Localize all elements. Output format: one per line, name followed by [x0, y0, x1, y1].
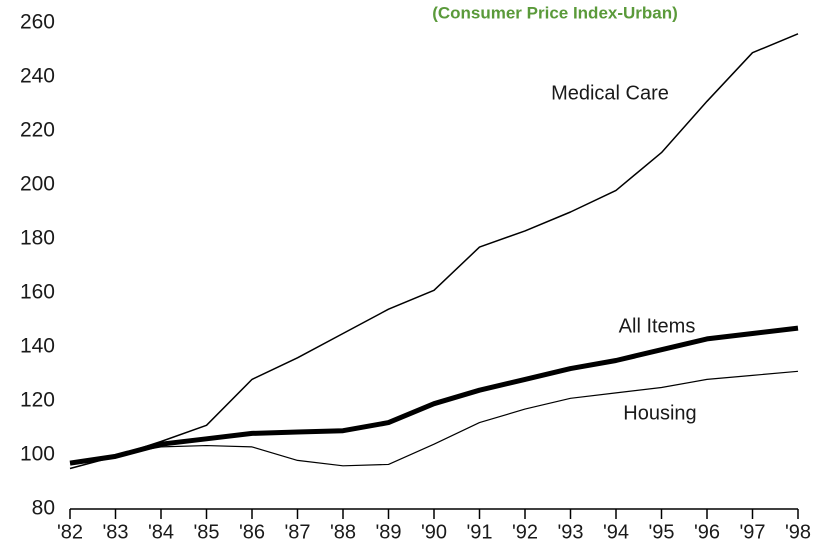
y-tick-label: 120 — [20, 389, 55, 412]
x-tick-label: '91 — [466, 521, 492, 543]
series-label: Medical Care — [551, 82, 669, 104]
series-label: Housing — [623, 402, 696, 424]
x-tick-label: '90 — [421, 521, 447, 543]
x-tick-label: '87 — [284, 521, 310, 543]
x-tick-label: '89 — [375, 521, 401, 543]
y-tick-label: 80 — [32, 497, 55, 520]
x-tick-label: '85 — [193, 521, 219, 543]
series-line — [69, 370, 799, 467]
x-tick-label: '94 — [603, 521, 629, 543]
y-tick-label: 260 — [20, 11, 55, 34]
series-line — [69, 33, 799, 470]
series-label: All Items — [619, 315, 696, 337]
y-tick-label: 140 — [20, 335, 55, 358]
y-tick-label: 240 — [20, 65, 55, 88]
x-tick-label: '83 — [102, 521, 128, 543]
x-tick-label: '93 — [557, 521, 583, 543]
chart-subtitle: (Consumer Price Index-Urban) — [432, 3, 678, 22]
x-tick-label: '88 — [330, 521, 356, 543]
x-tick-label: '96 — [694, 521, 720, 543]
x-tick-label: '82 — [57, 521, 83, 543]
x-tick-label: '92 — [512, 521, 538, 543]
y-tick-label: 160 — [20, 281, 55, 304]
y-tick-label: 100 — [20, 443, 55, 466]
x-tick-label: '97 — [739, 521, 765, 543]
x-tick-label: '84 — [148, 521, 174, 543]
x-tick-label: '98 — [785, 521, 811, 543]
x-tick-label: '95 — [648, 521, 674, 543]
y-tick-label: 180 — [20, 227, 55, 250]
y-tick-label: 200 — [20, 173, 55, 196]
y-tick-label: 220 — [20, 119, 55, 142]
x-tick-label: '86 — [239, 521, 265, 543]
series-line — [69, 325, 799, 466]
